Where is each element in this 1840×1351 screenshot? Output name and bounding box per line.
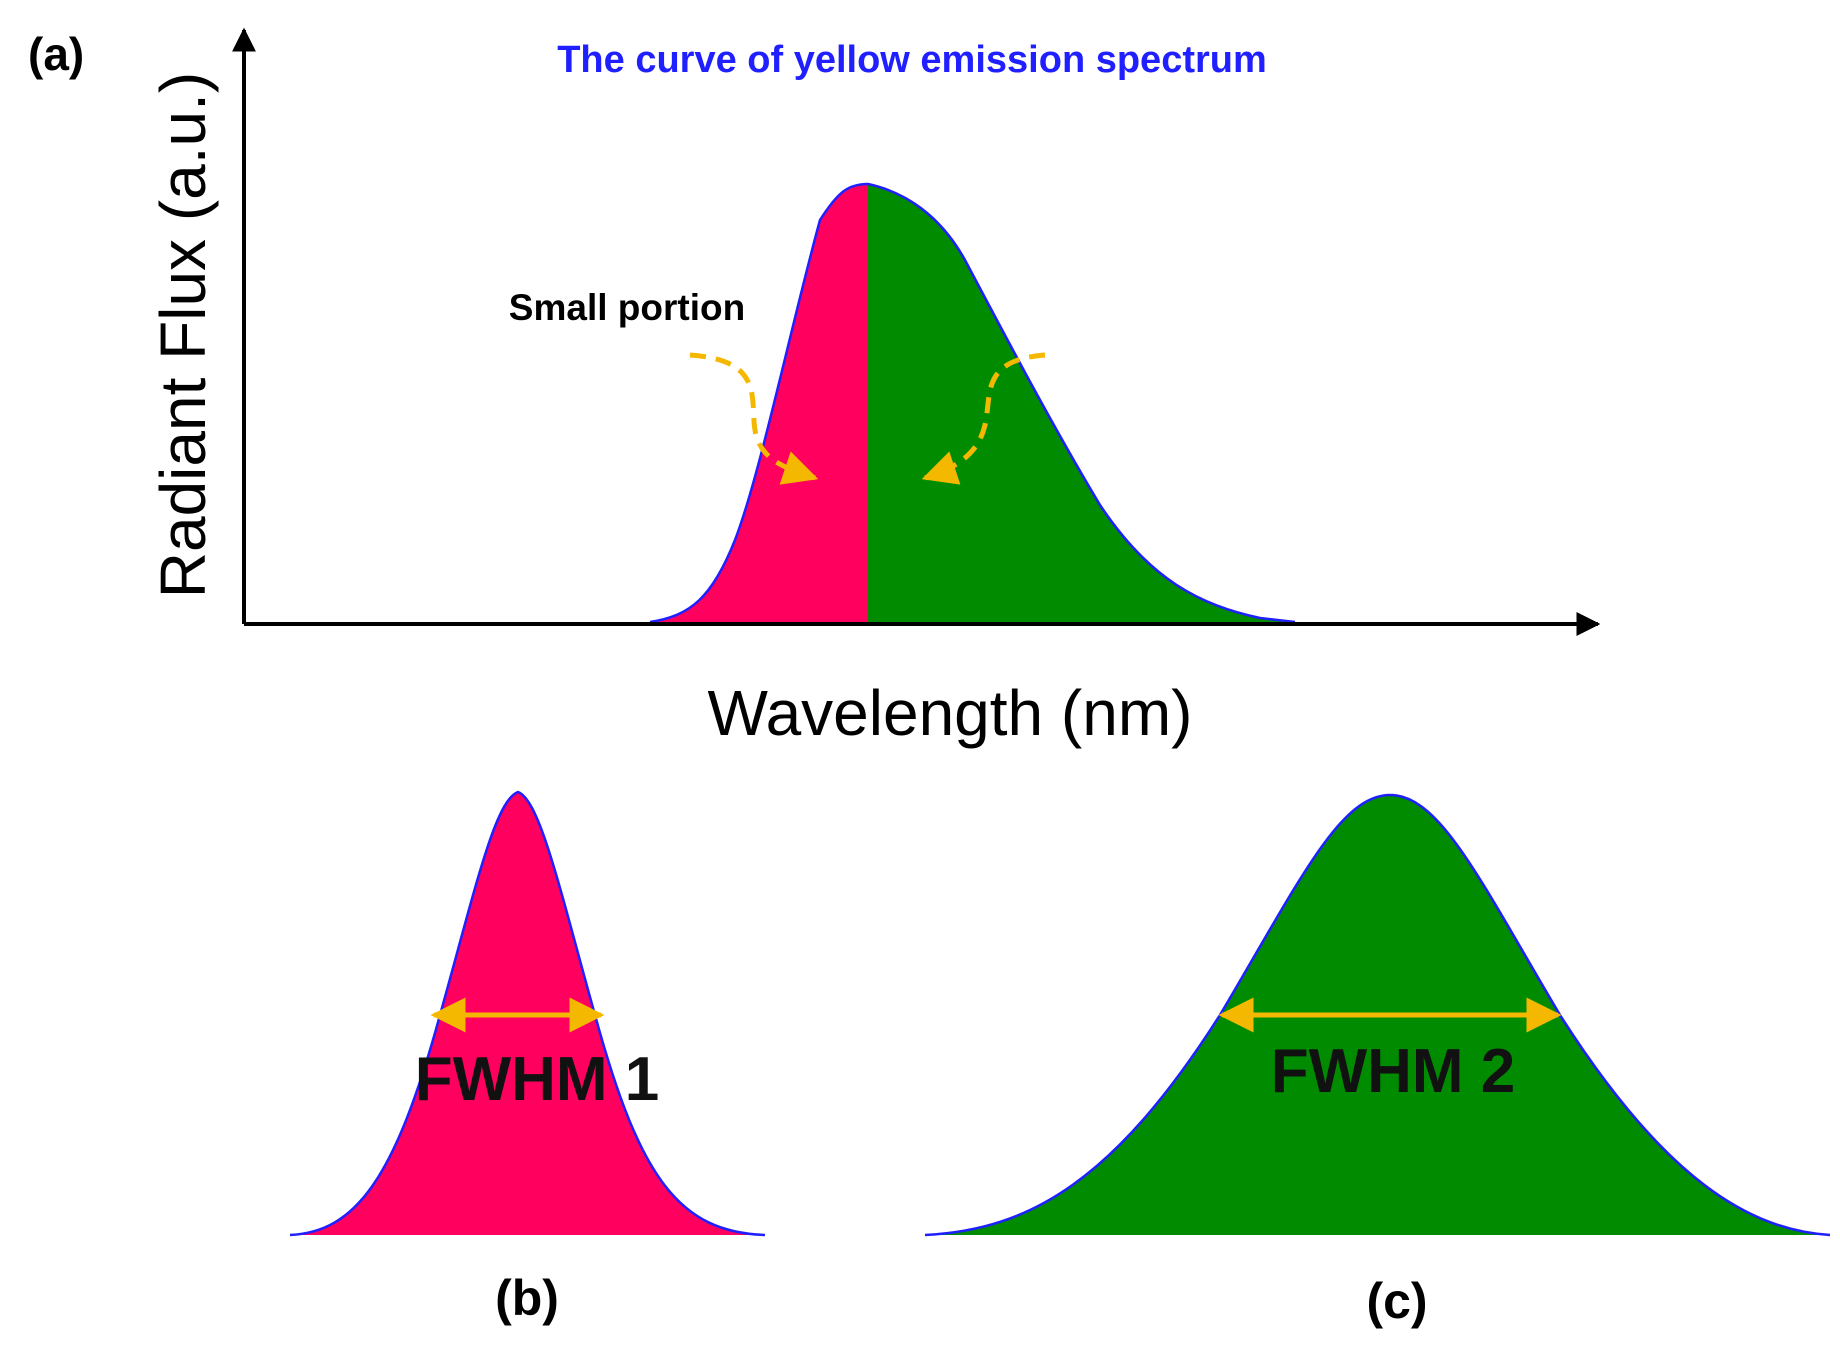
panel-c-label: (c) (1366, 1273, 1427, 1329)
fwhm1-label: FWHM 1 (415, 1045, 660, 1114)
spectrum-outline (649, 182, 1296, 624)
panel-c: FWHM 2 (c) (924, 793, 1831, 1329)
spectrum-green-portion (868, 184, 1295, 622)
chart-title: The curve of yellow emission spectrum (557, 39, 1267, 81)
fwhm2-label: FWHM 2 (1271, 1037, 1516, 1106)
small-portion-annotation: Small portion (509, 287, 745, 328)
arrow-to-green-portion (921, 352, 1046, 485)
broad-peak-outline (924, 793, 1831, 1237)
panel-b: FWHM 1 (b) (289, 790, 766, 1326)
y-axis-label: Radiant Flux (a.u.) (147, 72, 219, 598)
panel-a: (a) The curve of yellow emission spectru… (28, 27, 1601, 749)
x-axis-label: Wavelength (nm) (708, 677, 1193, 749)
panel-a-label: (a) (28, 28, 84, 80)
panel-b-label: (b) (495, 1270, 559, 1326)
narrow-peak-outline (289, 790, 766, 1237)
arrow-to-red-portion (689, 352, 819, 485)
spectrum-red-portion (650, 184, 868, 622)
